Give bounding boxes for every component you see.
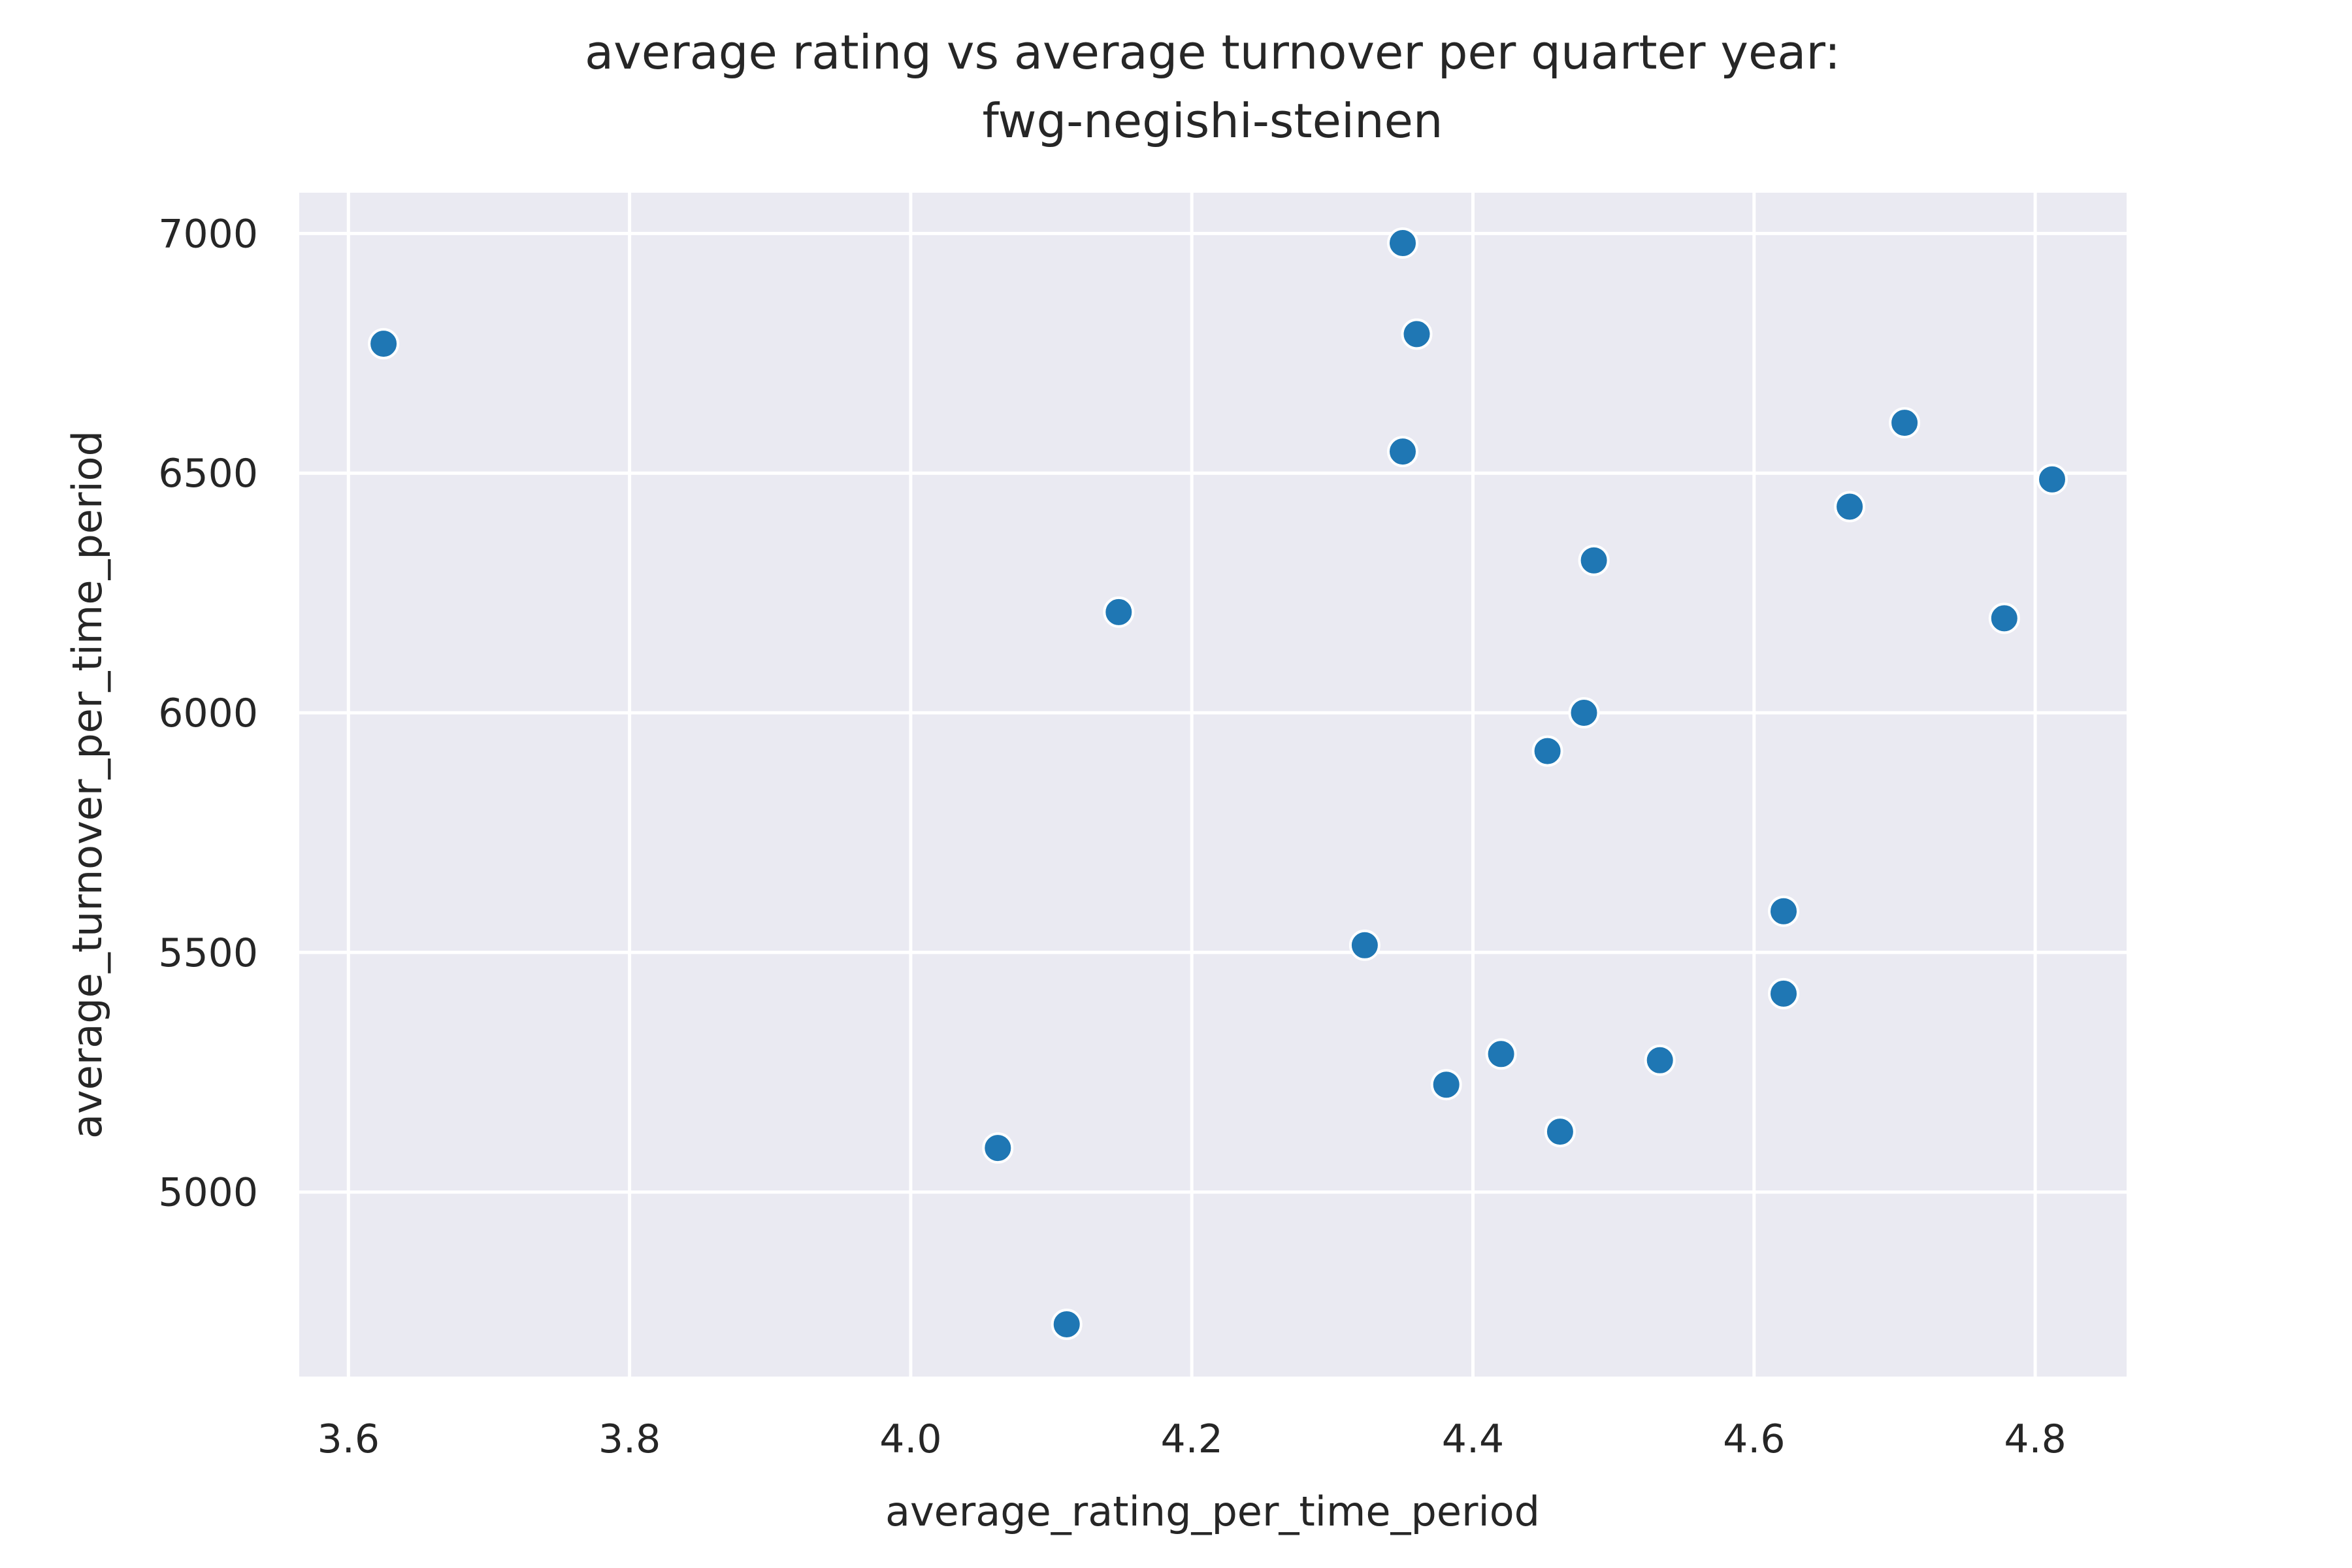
y-tick-label: 7000 — [158, 211, 258, 257]
x-tick-label: 4.0 — [879, 1416, 941, 1462]
scatter-point — [1578, 544, 1610, 576]
y-axis-label: average_turnover_per_time_period — [63, 431, 111, 1139]
y-tick-label: 6500 — [158, 451, 258, 497]
scatter-point — [2036, 463, 2068, 495]
scatter-point — [1531, 735, 1563, 767]
scatter-point — [1051, 1309, 1083, 1340]
tick-labels: 3.6 3.8 4.0 4.2 4.4 4.6 4.8 5000 5500 6000 6500 700… — [158, 211, 2066, 1462]
scatter-point — [982, 1132, 1014, 1164]
y-tick-label: 5000 — [158, 1170, 258, 1216]
x-axis-label: average_rating_per_time_period — [885, 1488, 1540, 1535]
scatter-point — [1644, 1044, 1676, 1076]
scatter-point — [1387, 227, 1418, 259]
scatter-point — [1768, 977, 1799, 1009]
y-tick-label: 6000 — [158, 691, 258, 736]
data-points — [368, 227, 2068, 1340]
x-tick-label: 4.4 — [1442, 1416, 1504, 1462]
scatter-point — [1103, 596, 1135, 628]
scatter-point — [1889, 407, 1921, 439]
scatter-point — [1544, 1116, 1576, 1148]
scatter-point — [1988, 602, 2020, 634]
y-tick-label: 5500 — [158, 930, 258, 976]
x-tick-label: 4.2 — [1160, 1416, 1222, 1462]
scatter-point — [1768, 895, 1799, 927]
scatter-point — [1485, 1038, 1517, 1070]
x-tick-label: 3.8 — [598, 1416, 661, 1462]
scatter-point — [1387, 436, 1418, 468]
grid-lines — [299, 193, 2127, 1377]
x-tick-label: 4.6 — [1723, 1416, 1785, 1462]
scatter-point — [368, 328, 400, 360]
scatter-point — [1568, 697, 1600, 728]
chart-title: average rating vs average turnover per q… — [585, 25, 1840, 80]
scatter-point — [1430, 1069, 1462, 1101]
scatter-point — [1348, 929, 1380, 961]
plot-area — [299, 193, 2127, 1377]
chart-subtitle: fwg-negishi-steinen — [982, 93, 1443, 148]
scatter-point — [1401, 318, 1433, 350]
scatter-point — [1834, 491, 1866, 523]
x-tick-label: 4.8 — [2004, 1416, 2066, 1462]
x-tick-label: 3.6 — [318, 1416, 380, 1462]
